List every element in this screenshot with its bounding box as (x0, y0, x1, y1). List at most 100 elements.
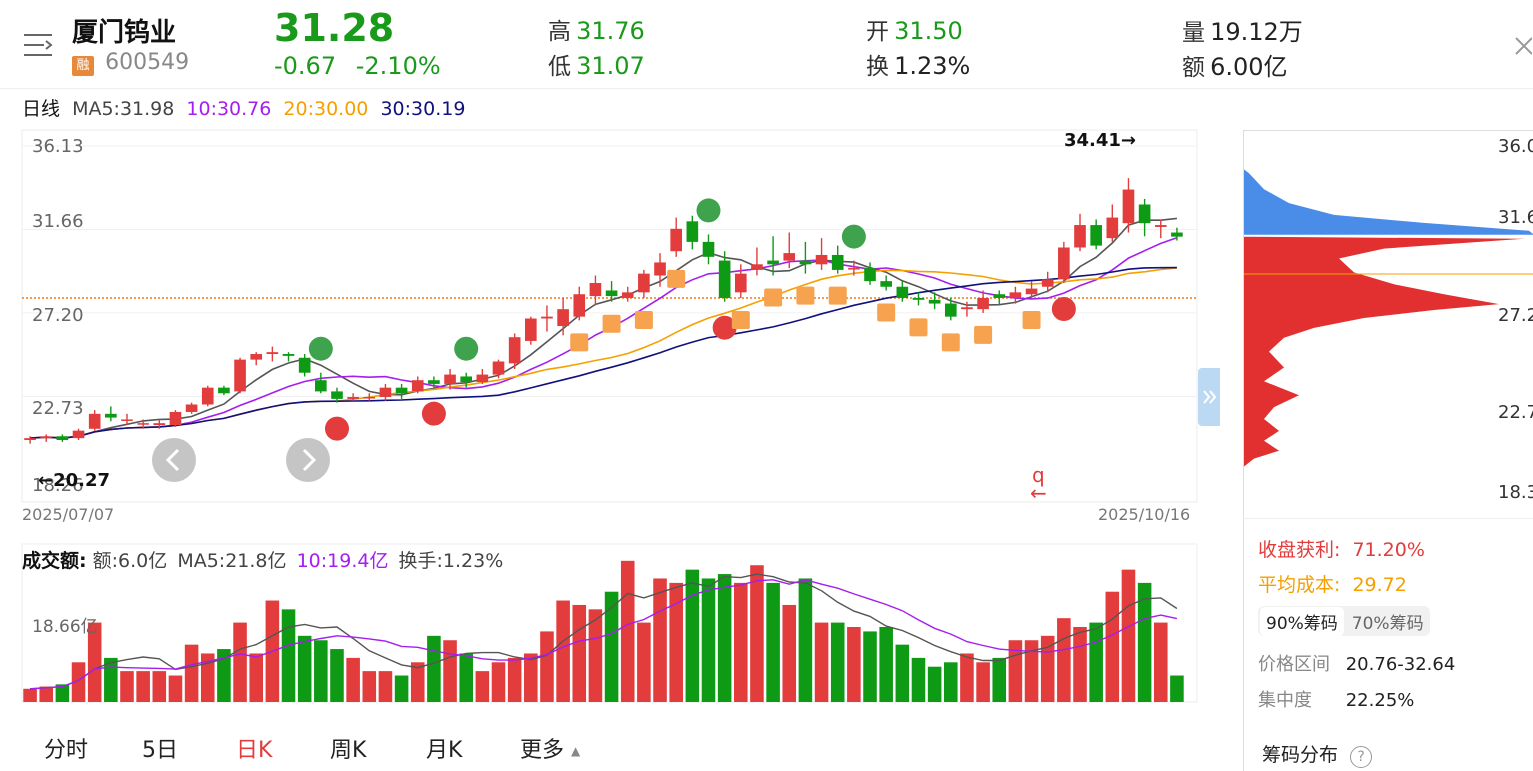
candle-body (315, 380, 327, 392)
chip-y-tick-2: 31.6 (1498, 207, 1533, 228)
volume-bar (136, 671, 150, 702)
tab-5day[interactable]: 5日 (142, 738, 178, 763)
ma10-line (30, 237, 1178, 439)
volume-bar (927, 666, 942, 702)
candle-body (1154, 225, 1167, 227)
open-value: 31.50 (894, 17, 963, 45)
expand-panel-button[interactable] (1198, 368, 1220, 426)
candle-body (476, 374, 489, 383)
ma20-label: 20:30.00 (283, 98, 369, 120)
volume-bar (863, 631, 877, 702)
candle-body (589, 283, 602, 297)
candle-body (912, 297, 925, 300)
q-marker: q ← (1030, 463, 1047, 505)
ma30-label: 30:30.19 (380, 98, 466, 120)
candle-body (1074, 225, 1086, 248)
chip-panel (1243, 130, 1533, 771)
t-marker-icon (877, 303, 896, 322)
volume-bar (475, 671, 490, 702)
volume-title: 成交额: (22, 550, 87, 572)
volume-bar (104, 657, 118, 702)
current-price: 31.28 (274, 6, 395, 50)
candle-body (363, 397, 376, 399)
volume-bar (637, 622, 651, 702)
open-stat: 开 31.50 (866, 12, 963, 46)
tab-more[interactable]: 更多 ▲ (520, 732, 580, 764)
volume-bar (1057, 618, 1071, 702)
tab-daily-k[interactable]: 日K (236, 738, 273, 763)
help-icon[interactable]: ? (1350, 746, 1373, 768)
tab-monthly-k[interactable]: 月K (426, 738, 463, 763)
t-marker-icon (974, 325, 993, 344)
volume-bar (1040, 635, 1055, 702)
stock-name: 厦门钨业 (72, 18, 177, 48)
chip-profit-area (1244, 169, 1533, 235)
menu-icon[interactable] (22, 30, 56, 60)
volume-bar (71, 662, 86, 702)
t-marker-icon (570, 333, 589, 352)
y-tick-1: 36.13 (32, 136, 84, 157)
volume-bar (249, 653, 263, 702)
volume-bar (879, 627, 893, 702)
candle-body (541, 316, 553, 319)
volume-bar (23, 688, 37, 702)
chip-y-tick-1: 36.0 (1498, 136, 1533, 157)
q-marker-label: q (1032, 463, 1045, 487)
volume-bar (782, 604, 797, 702)
signal-marker-icon (421, 401, 446, 426)
candle-body (928, 299, 941, 304)
candle-body (492, 361, 505, 375)
volume-bar (346, 657, 360, 702)
candle-body (201, 387, 214, 405)
tab-intraday[interactable]: 分时 (44, 738, 89, 763)
t-marker-icon (909, 318, 928, 337)
avg-cost-label: 平均成本: (1258, 574, 1341, 596)
chip-90-button[interactable]: 90%筹码 (1260, 606, 1344, 636)
chip-70-button[interactable]: 70%筹码 (1351, 613, 1424, 634)
open-label: 开 (866, 19, 889, 45)
ma10-label: 10:30.76 (186, 98, 272, 120)
volume-bar (314, 640, 328, 702)
tab-weekly-k[interactable]: 周K (330, 738, 367, 763)
candle-body (880, 281, 892, 287)
chip-y-tick-5: 18.3 (1498, 482, 1533, 503)
candle-body (751, 264, 763, 270)
candle-body (848, 268, 860, 270)
turnover-value: 1.23% (894, 52, 971, 80)
prev-arrow-button[interactable] (152, 438, 196, 482)
caret-up-icon: ▲ (571, 744, 581, 758)
chip-title: 筹码分布 (1262, 744, 1339, 766)
candle-body (1138, 204, 1151, 224)
candlestick-chart[interactable] (0, 128, 1240, 528)
next-arrow-button[interactable] (286, 438, 330, 482)
candle-body (1171, 232, 1183, 237)
price-change: -0.67 -2.10% (274, 52, 441, 80)
volume-bar (491, 662, 506, 702)
candle-body (72, 430, 85, 439)
volume-bar (168, 675, 183, 702)
close-icon[interactable] (1514, 34, 1533, 62)
candle-body (250, 354, 263, 360)
stock-code: 600549 (105, 50, 190, 75)
high-label: 高 (548, 19, 571, 45)
candle-body (1025, 288, 1038, 295)
range-row: 价格区间 20.76-32.64 (1258, 650, 1455, 676)
start-date: 2025/07/07 (22, 505, 115, 524)
candle-body (783, 253, 796, 261)
volume-chart[interactable] (0, 540, 1240, 708)
header-divider (0, 88, 1533, 89)
candle-body (379, 387, 392, 398)
volume-bar (701, 578, 716, 702)
candle-body (395, 387, 408, 394)
q-arrow-icon: ← (1030, 481, 1047, 505)
candle-body (185, 404, 198, 412)
candle-body (557, 309, 569, 326)
volume-bar (540, 631, 554, 702)
y-tick-5: 18.26 (32, 475, 84, 496)
margin-badge: 融 (72, 56, 94, 76)
max-price-label: 34.41→ (1064, 130, 1137, 151)
candle-body (105, 413, 117, 418)
candle-body (331, 391, 343, 399)
volume-value: 19.12万 (1210, 18, 1303, 46)
period-label: 日线 (22, 98, 61, 120)
